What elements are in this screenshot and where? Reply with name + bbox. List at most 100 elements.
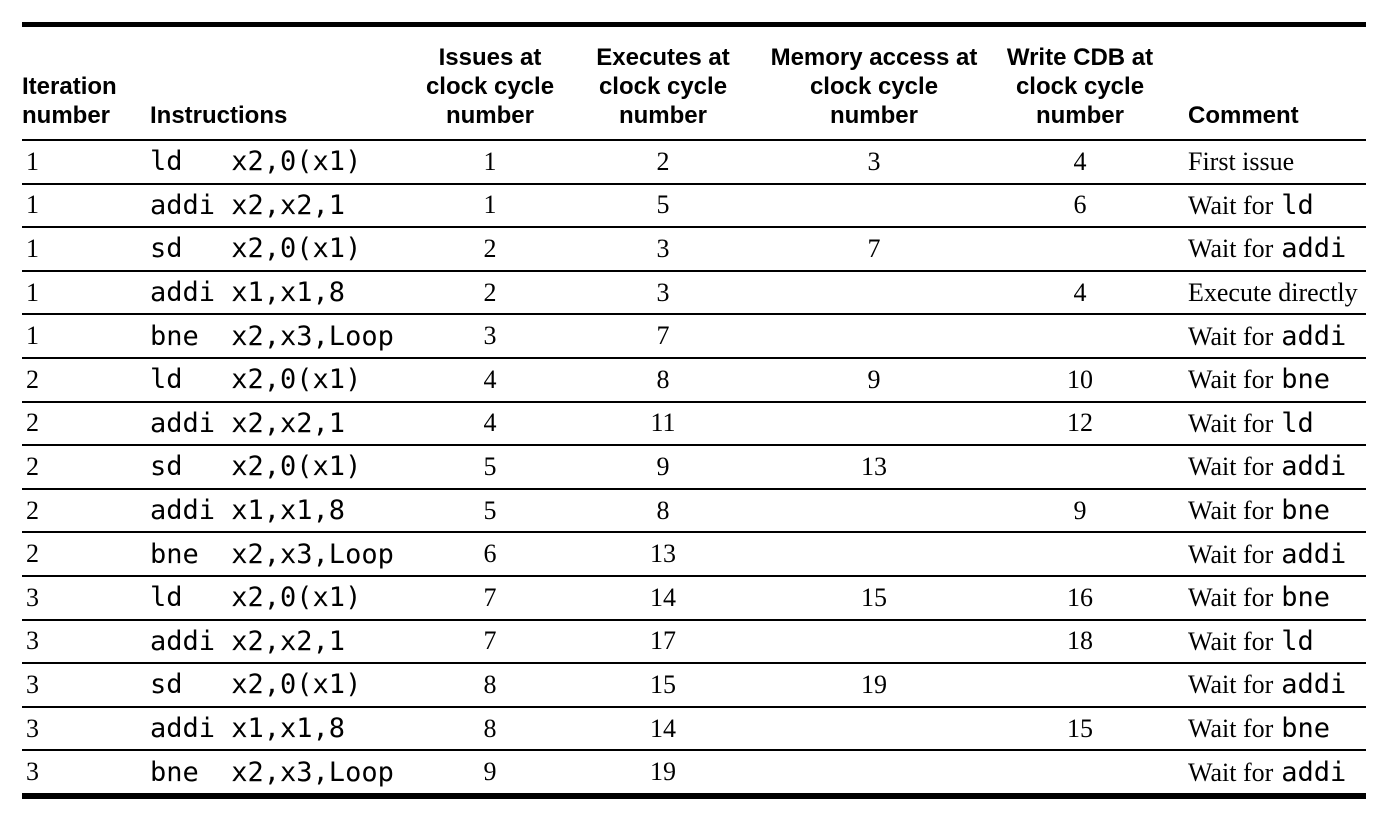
issues-cycle-cell: 7 bbox=[422, 575, 558, 621]
iteration-number-cell: 3 bbox=[22, 706, 140, 752]
table-row: 3 sd x2,0(x1) 8 15 19 Wait for addi bbox=[22, 663, 1366, 708]
col-header-memory-access-at-clock-cycle: Memory access at clock cycle number bbox=[768, 24, 980, 141]
memory-access-cycle-cell: 15 bbox=[768, 575, 980, 621]
comment-cell: Wait for ld bbox=[1180, 619, 1366, 665]
comment-text: Wait for bbox=[1188, 408, 1274, 438]
iteration-number-cell: 2 bbox=[22, 488, 140, 534]
memory-access-cycle-cell bbox=[768, 750, 980, 797]
comment-text: Wait for bbox=[1188, 234, 1274, 264]
executes-cycle-cell: 8 bbox=[558, 488, 768, 534]
comment-text: Wait for bbox=[1188, 321, 1274, 351]
comment-cell: Wait for bne bbox=[1180, 488, 1366, 534]
memory-access-cycle-cell: 19 bbox=[768, 663, 980, 708]
iteration-number-cell: 3 bbox=[22, 750, 140, 797]
comment-instruction-mnemonic: ld bbox=[1281, 625, 1314, 657]
comment-cell: First issue bbox=[1180, 140, 1366, 185]
instruction-cell: addi x1,x1,8 bbox=[140, 270, 422, 316]
comment-text: Execute directly bbox=[1188, 277, 1358, 307]
memory-access-cycle-cell bbox=[768, 314, 980, 359]
executes-cycle-cell: 13 bbox=[558, 532, 768, 577]
memory-access-cycle-cell bbox=[768, 619, 980, 665]
comment-text: Wait for bbox=[1188, 670, 1274, 700]
executes-cycle-cell: 3 bbox=[558, 270, 768, 316]
executes-cycle-cell: 14 bbox=[558, 575, 768, 621]
instruction-cell: addi x2,x2,1 bbox=[140, 183, 422, 229]
issues-cycle-cell: 4 bbox=[422, 357, 558, 403]
table-row: 2 sd x2,0(x1) 5 9 13 Wait for addi bbox=[22, 445, 1366, 490]
memory-access-cycle-cell: 13 bbox=[768, 445, 980, 490]
iteration-number-cell: 1 bbox=[22, 314, 140, 359]
instruction-cell: ld x2,0(x1) bbox=[140, 140, 422, 185]
executes-cycle-cell: 11 bbox=[558, 401, 768, 447]
comment-text: Wait for bbox=[1188, 496, 1274, 526]
comment-cell: Wait for addi bbox=[1180, 532, 1366, 577]
write-cdb-cycle-cell bbox=[980, 445, 1180, 490]
comment-cell: Wait for bne bbox=[1180, 706, 1366, 752]
comment-text: Wait for bbox=[1188, 190, 1274, 220]
table-row: 2 addi x1,x1,8 5 8 9 Wait for bne bbox=[22, 488, 1366, 534]
write-cdb-cycle-cell bbox=[980, 663, 1180, 708]
instruction-cell: sd x2,0(x1) bbox=[140, 663, 422, 708]
comment-cell: Wait for ld bbox=[1180, 183, 1366, 229]
executes-cycle-cell: 2 bbox=[558, 140, 768, 185]
instruction-cell: bne x2,x3,Loop bbox=[140, 750, 422, 797]
comment-instruction-mnemonic: addi bbox=[1281, 320, 1347, 352]
executes-cycle-cell: 14 bbox=[558, 706, 768, 752]
comment-cell: Wait for addi bbox=[1180, 663, 1366, 708]
instruction-cell: addi x1,x1,8 bbox=[140, 706, 422, 752]
table-row: 1 ld x2,0(x1) 1 2 3 4 First issue bbox=[22, 140, 1366, 185]
write-cdb-cycle-cell: 6 bbox=[980, 183, 1180, 229]
comment-instruction-mnemonic: bne bbox=[1281, 713, 1331, 745]
write-cdb-cycle-cell: 4 bbox=[980, 270, 1180, 316]
issues-cycle-cell: 2 bbox=[422, 227, 558, 272]
memory-access-cycle-cell bbox=[768, 401, 980, 447]
comment-instruction-mnemonic: ld bbox=[1281, 407, 1314, 439]
comment-text: Wait for bbox=[1188, 583, 1274, 613]
comment-text: Wait for bbox=[1188, 757, 1274, 787]
write-cdb-cycle-cell: 18 bbox=[980, 619, 1180, 665]
comment-instruction-mnemonic: bne bbox=[1281, 495, 1331, 527]
table-row: 2 bne x2,x3,Loop 6 13 Wait for addi bbox=[22, 532, 1366, 577]
instruction-cell: bne x2,x3,Loop bbox=[140, 314, 422, 359]
executes-cycle-cell: 9 bbox=[558, 445, 768, 490]
write-cdb-cycle-cell bbox=[980, 750, 1180, 797]
iteration-number-cell: 2 bbox=[22, 532, 140, 577]
issues-cycle-cell: 3 bbox=[422, 314, 558, 359]
comment-instruction-mnemonic: addi bbox=[1281, 451, 1347, 483]
instruction-cell: ld x2,0(x1) bbox=[140, 575, 422, 621]
comment-cell: Wait for ld bbox=[1180, 401, 1366, 447]
memory-access-cycle-cell bbox=[768, 488, 980, 534]
instruction-cell: addi x2,x2,1 bbox=[140, 401, 422, 447]
instruction-cell: sd x2,0(x1) bbox=[140, 445, 422, 490]
issues-cycle-cell: 1 bbox=[422, 183, 558, 229]
col-header-executes-at-clock-cycle: Executes at clock cycle number bbox=[558, 24, 768, 141]
memory-access-cycle-cell bbox=[768, 532, 980, 577]
iteration-number-cell: 1 bbox=[22, 270, 140, 316]
write-cdb-cycle-cell bbox=[980, 532, 1180, 577]
col-header-issues-at-clock-cycle: Issues at clock cycle number bbox=[422, 24, 558, 141]
comment-cell: Wait for addi bbox=[1180, 314, 1366, 359]
comment-text: Wait for bbox=[1188, 626, 1274, 656]
comment-instruction-mnemonic: bne bbox=[1281, 364, 1331, 396]
memory-access-cycle-cell: 9 bbox=[768, 357, 980, 403]
iteration-number-cell: 1 bbox=[22, 227, 140, 272]
write-cdb-cycle-cell bbox=[980, 227, 1180, 272]
iteration-number-cell: 2 bbox=[22, 357, 140, 403]
issues-cycle-cell: 1 bbox=[422, 140, 558, 185]
iteration-number-cell: 3 bbox=[22, 663, 140, 708]
executes-cycle-cell: 19 bbox=[558, 750, 768, 797]
table-row: 3 addi x2,x2,1 7 17 18 Wait for ld bbox=[22, 619, 1366, 665]
iteration-number-cell: 1 bbox=[22, 140, 140, 185]
table-row: 3 addi x1,x1,8 8 14 15 Wait for bne bbox=[22, 706, 1366, 752]
comment-text: Wait for bbox=[1188, 539, 1274, 569]
write-cdb-cycle-cell: 12 bbox=[980, 401, 1180, 447]
comment-text: First issue bbox=[1188, 146, 1295, 176]
executes-cycle-cell: 7 bbox=[558, 314, 768, 359]
col-header-comment: Comment bbox=[1180, 24, 1366, 141]
table-row: 3 bne x2,x3,Loop 9 19 Wait for addi bbox=[22, 750, 1366, 797]
executes-cycle-cell: 8 bbox=[558, 357, 768, 403]
issues-cycle-cell: 7 bbox=[422, 619, 558, 665]
table-row: 1 addi x2,x2,1 1 5 6 Wait for ld bbox=[22, 183, 1366, 229]
comment-instruction-mnemonic: addi bbox=[1281, 538, 1347, 570]
